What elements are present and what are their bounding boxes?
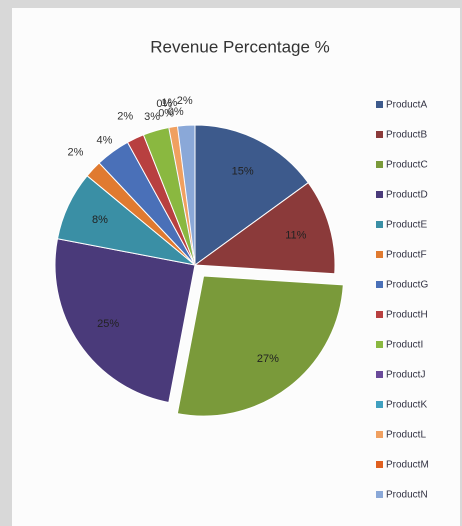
data-label: 15% (232, 165, 254, 177)
legend-label: ProductF (386, 250, 427, 261)
legend-swatch (376, 191, 383, 198)
data-label: 2% (117, 111, 133, 123)
legend-label: ProductC (386, 160, 428, 171)
legend-label: ProductD (386, 190, 428, 201)
legend-label: ProductJ (386, 370, 425, 381)
legend-swatch (376, 311, 383, 318)
data-label: 11% (285, 230, 306, 242)
legend-swatch (376, 281, 383, 288)
data-label: 25% (97, 318, 119, 330)
data-label: 8% (92, 214, 108, 226)
legend-label: ProductE (386, 220, 427, 231)
legend-swatch (376, 101, 383, 108)
legend-swatch (376, 221, 383, 228)
legend-swatch (376, 461, 383, 468)
legend-label: ProductH (386, 310, 428, 321)
legend-label: ProductG (386, 280, 428, 291)
legend-label: ProductK (386, 400, 427, 411)
chart-title: Revenue Percentage % (150, 37, 330, 56)
data-label: 4% (97, 134, 113, 146)
legend-swatch (376, 371, 383, 378)
data-label: 0% (168, 106, 184, 118)
legend-label: ProductL (386, 430, 426, 441)
legend-label: ProductI (386, 340, 423, 351)
legend-label: ProductA (386, 100, 427, 111)
legend-swatch (376, 341, 383, 348)
legend-swatch (376, 431, 383, 438)
legend-swatch (376, 131, 383, 138)
data-label: 27% (257, 353, 279, 365)
legend-swatch (376, 161, 383, 168)
legend-swatch (376, 491, 383, 498)
data-label: 2% (67, 147, 83, 159)
page: Revenue Percentage % 15% 11% 27% 25% 8% 2% 4% 2… (0, 0, 462, 526)
legend-label: ProductN (386, 490, 428, 501)
chart: Revenue Percentage % 15% 11% 27% 25% 8% 2% 4% 2… (0, 0, 462, 526)
legend-swatch (376, 251, 383, 258)
data-label: 2% (177, 95, 193, 107)
legend-label: ProductM (386, 460, 429, 471)
legend-label: ProductB (386, 130, 427, 141)
legend-swatch (376, 401, 383, 408)
